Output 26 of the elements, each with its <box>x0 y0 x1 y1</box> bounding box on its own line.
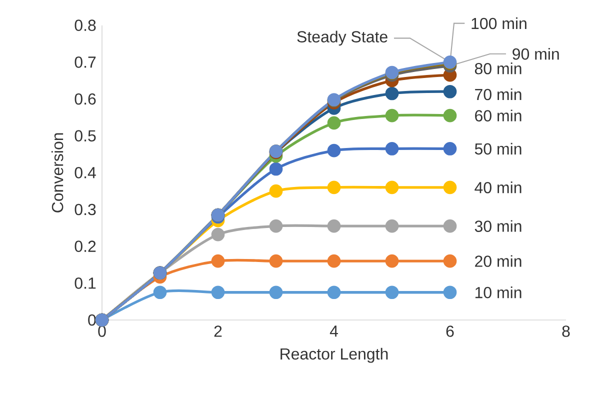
y-tick-label: 0.2 <box>74 240 96 252</box>
x-axis-title: Reactor Length <box>280 348 388 363</box>
series-label: 60 min <box>475 110 522 122</box>
y-tick-label: 0.6 <box>74 93 96 105</box>
y-tick-label: 0.8 <box>74 20 96 31</box>
series-label: 40 min <box>474 182 522 194</box>
text: 100 min <box>472 17 526 30</box>
y-axis-title: Conversion <box>51 133 64 212</box>
y-tick-label: 0 <box>88 314 96 326</box>
x-tick-label: 8 <box>562 326 570 337</box>
x-tick-label: 4 <box>330 326 338 337</box>
y-tick-label: 0.4 <box>74 167 96 178</box>
x-tick-label: 2 <box>214 326 222 337</box>
series-label: 20 min <box>475 255 522 267</box>
series-label: 10 min <box>475 286 522 298</box>
text: 90 min <box>512 48 559 60</box>
y-tick-label: 0.5 <box>74 130 96 142</box>
y-tick-label: 0.7 <box>74 56 96 68</box>
series-label: 80 min <box>474 62 522 74</box>
y-tick-label: 0.3 <box>74 204 96 216</box>
series-label: 70 min <box>475 88 522 100</box>
series-label: 30 min <box>474 220 522 232</box>
y-tick-label: 0.1 <box>74 278 96 289</box>
x-tick-label: 6 <box>446 326 454 337</box>
series-label: Steady State <box>297 30 388 46</box>
series-label: 50 min <box>474 142 522 155</box>
